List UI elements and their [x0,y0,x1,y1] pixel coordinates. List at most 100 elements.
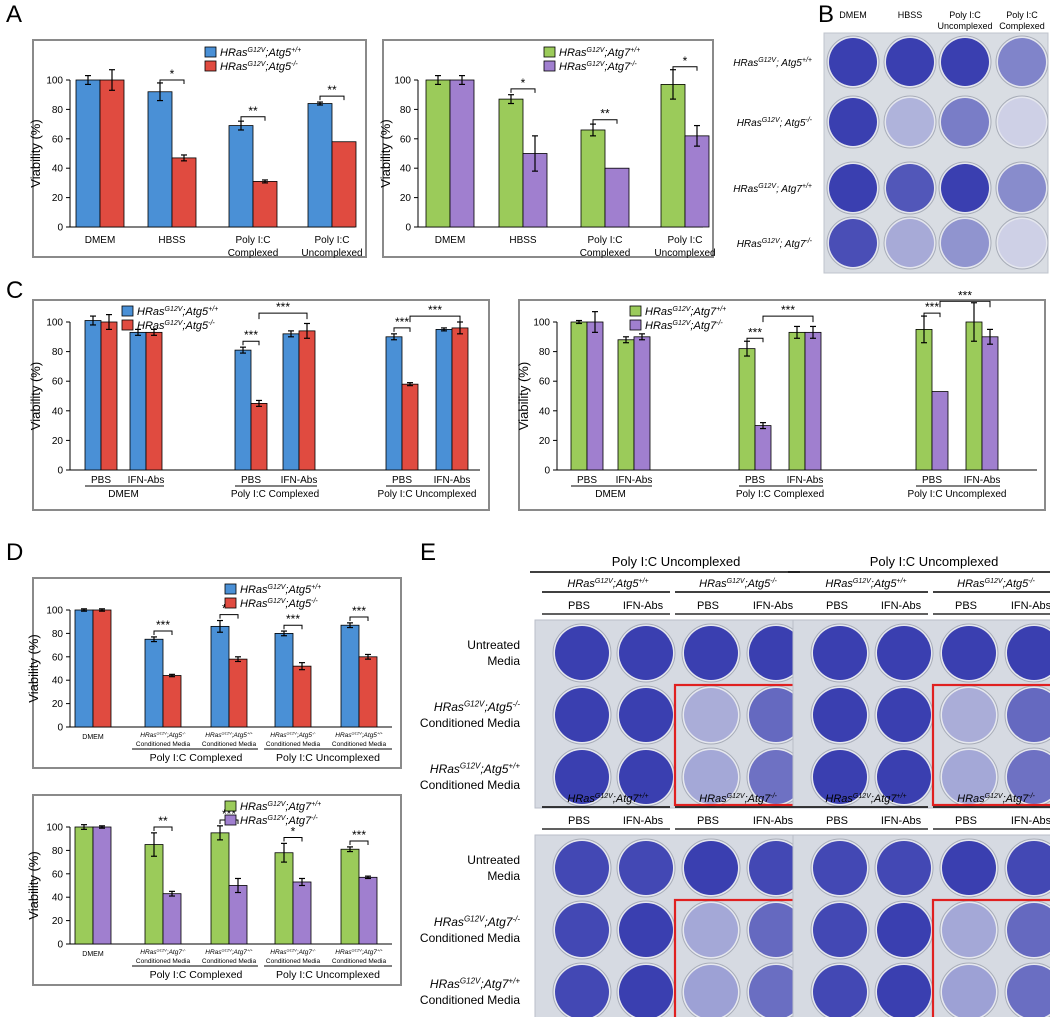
row-label: Conditioned Media [420,993,520,1007]
x-label: IFN-Abs [616,475,653,486]
crystal-violet-stain [619,688,673,742]
significance-bracket [240,116,266,121]
y-tick-label: 0 [57,466,63,477]
crystal-violet-stain [813,750,867,804]
bar [449,79,475,228]
crystal-violet-stain [555,626,609,680]
bar [144,844,164,945]
bar [228,125,254,228]
geno-sup: G12V [268,584,287,591]
x-label: PBS [577,475,597,486]
x-label: Conditioned Media [136,741,191,748]
crystal-violet-stain [998,38,1046,86]
geno-sup: +/+ [802,183,812,190]
significance-label: *** [428,303,442,317]
geno-sup: G12V [268,598,287,605]
treatment-label: PBS [697,815,719,827]
geno-base: HRas [270,949,287,956]
geno-sup: -/- [805,117,812,124]
geno-sup: G12V [595,793,614,800]
y-tick-label: 80 [52,846,64,857]
significance-bracket [159,79,185,84]
treatment-label: IFN-Abs [881,815,922,827]
bar [358,656,378,728]
geno-mid: ;Atg7 [167,949,183,956]
crystal-violet-stain [829,98,877,146]
crystal-violet-stain [813,841,867,895]
row-label-genotype: HRasG12V;Atg5-/- [434,699,520,714]
y-tick-label: 40 [539,406,551,417]
significance-bracket [283,624,303,630]
geno-base: HRas [240,815,268,827]
dish-col-label: Uncomplexed [937,21,992,31]
y-tick-label: 20 [52,193,64,204]
dish-row-label: HRasG12V; Atg7-/- [737,238,813,250]
geno-mid: ;Atg5 [232,732,248,739]
geno-mid: ;Atg7 [484,915,513,929]
geno-base: HRas [430,762,460,776]
geno-sup: G12V [165,306,184,313]
genotype-header: HRasG12V;Atg5-/- [699,578,777,590]
geno-sup: -/- [630,61,637,68]
geno-base: HRas [240,598,268,610]
y-tick-label: 80 [52,347,64,358]
panel-letter-a: A [6,1,22,28]
geno-base: HRas [335,732,352,739]
group-label: Poly I:C Uncomplexed [276,969,380,981]
treatment-label: PBS [955,815,977,827]
bar [340,848,360,945]
geno-mid: ;Atg5 [285,598,312,610]
y-tick-label: 80 [539,347,551,358]
x-label: HBSS [158,235,186,246]
crystal-violet-stain [886,38,934,86]
crystal-violet-stain [619,965,673,1017]
y-tick-label: 60 [52,377,64,388]
x-label: IFN-Abs [281,475,318,486]
dish-col-label: Poly I:C [1006,10,1038,20]
group-label: DMEM [108,489,139,500]
crystal-violet-stain [877,841,931,895]
x-label: Conditioned Media [266,958,321,965]
group-label: Poly I:C Complexed [231,489,319,500]
geno-sup: G12V [352,731,363,736]
significance-bracket [319,95,345,101]
bar [252,181,278,228]
culture-well [883,95,937,149]
geno-mid: ; Atg5 [780,118,806,129]
group-label: DMEM [595,489,626,500]
bar [586,321,604,471]
row-label: Untreated [467,853,520,867]
geno-sup: -/- [1028,578,1035,585]
geno-sup: G12V [985,578,1004,585]
x-label-genotype: HRasG12V;Atg7+/+ [205,948,253,956]
significance-label: ** [248,104,258,118]
bar [274,852,294,945]
geno-base: HRas [434,700,464,714]
geno-base: HRas [137,320,165,332]
geno-base: HRas [737,118,762,129]
significance-label: * [291,825,296,839]
legend-label: HRasG12V;Atg5+/+ [137,306,218,318]
crystal-violet-stain [555,750,609,804]
significance-label: *** [395,315,409,329]
legend-label: HRasG12V;Atg7+/+ [645,306,726,318]
bar [401,383,419,471]
bar [633,336,651,471]
crystal-violet-stain [749,750,803,804]
crystal-violet-stain [942,750,996,804]
geno-sup: G12V [248,61,267,68]
geno-sup: G12V [157,948,168,953]
crystal-violet-stain [877,965,931,1017]
legend-swatch [224,597,237,609]
row-label: Conditioned Media [420,931,520,945]
geno-mid: ;Atg7 [297,949,313,956]
significance-bracket [349,840,369,846]
geno-base: HRas [205,949,222,956]
geno-sup: +/+ [291,47,301,54]
significance-bracket [153,630,173,636]
x-label-genotype: HRasG12V;Atg7-/- [270,948,316,956]
geno-sup: -/- [770,578,777,585]
geno-sup: G12V [165,320,184,327]
geno-mid: ;Atg5 [745,578,772,590]
